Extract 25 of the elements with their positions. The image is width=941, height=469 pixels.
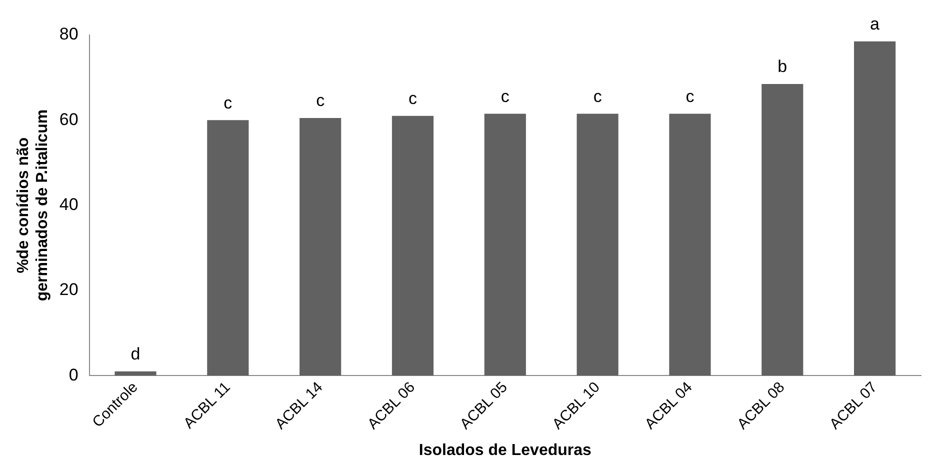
bar [762,84,804,376]
bar [114,371,156,376]
bar [669,114,711,376]
y-tick-label: 0 [68,365,78,384]
y-axis-title: %de conídios não germinados de P.italicum [15,109,52,302]
annotation: a [870,14,880,34]
x-axis-title: Isolados de Leveduras [418,442,592,459]
annotation: c [224,93,233,112]
bar [484,114,526,376]
annotation: c [316,91,326,110]
annotation: c [593,86,602,106]
bar [207,120,249,376]
bar [300,118,342,376]
y-tick-label: 80 [59,24,78,44]
y-tick-label: 40 [59,194,78,214]
annotation: c [500,86,510,106]
annotation: c [686,86,695,106]
annotation: c [408,89,418,108]
y-tick-label: 20 [59,280,78,300]
bar [576,114,618,376]
y-tick-label: 60 [59,110,78,129]
bar [392,116,434,376]
annotation: b [778,57,788,76]
bar [854,41,896,376]
annotation: d [130,344,140,364]
